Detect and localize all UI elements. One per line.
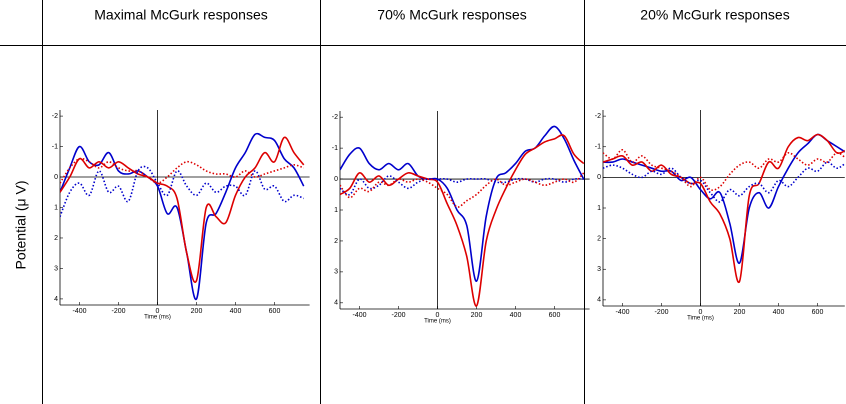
- panel-title: Maximal McGurk responses: [94, 7, 268, 23]
- plot-area: [603, 133, 845, 283]
- x-tick-label: -400: [72, 308, 86, 315]
- x-tick-label: 600: [549, 312, 561, 319]
- series-line: [60, 165, 305, 217]
- y-tick-label: 0: [334, 176, 338, 183]
- y-tick-label: -2: [595, 113, 601, 120]
- y-tick-label: 2: [54, 235, 58, 242]
- series-line: [60, 157, 305, 184]
- y-tick-label: 4: [597, 297, 601, 304]
- series-line: [340, 125, 585, 282]
- y-tick-label: 3: [597, 266, 601, 273]
- series-line: [603, 161, 845, 203]
- plot-area: [60, 132, 305, 300]
- series-line: [340, 172, 585, 208]
- x-tick-label: 200: [471, 312, 483, 319]
- y-tick-label: 4: [54, 296, 58, 303]
- x-tick-label: 400: [230, 308, 242, 315]
- x-axis-label: Time (ms): [144, 315, 171, 321]
- x-tick-label: -200: [111, 308, 125, 315]
- x-tick-label: -200: [391, 312, 405, 319]
- x-tick-label: 600: [269, 308, 281, 315]
- y-tick-label: 2: [334, 238, 338, 245]
- x-tick-label: 200: [734, 309, 746, 316]
- series-line: [603, 133, 845, 283]
- x-tick-label: 400: [773, 309, 785, 316]
- panel-title: 20% McGurk responses: [640, 7, 789, 23]
- y-tick-label: 2: [597, 235, 601, 242]
- series-line: [340, 134, 585, 307]
- y-tick-label: 4: [334, 300, 338, 307]
- x-axis-label: Time (ms): [424, 319, 451, 325]
- x-axis-label: Time (ms): [687, 316, 714, 322]
- y-tick-label: -2: [52, 113, 58, 120]
- x-tick-label: 0: [436, 312, 440, 319]
- y-tick-label: 1: [597, 205, 601, 212]
- y-tick-label: -2: [332, 114, 338, 121]
- x-tick-label: 0: [156, 308, 160, 315]
- y-tick-label: 1: [54, 204, 58, 211]
- y-tick-label: 3: [334, 269, 338, 276]
- row-label: Potential (μ V): [13, 181, 29, 270]
- x-tick-label: 400: [510, 312, 522, 319]
- plot-area: [340, 125, 585, 307]
- x-tick-label: -200: [654, 309, 668, 316]
- series-line: [603, 133, 845, 264]
- x-tick-label: 600: [812, 309, 824, 316]
- x-tick-label: 200: [191, 308, 203, 315]
- series-line: [340, 175, 584, 196]
- x-tick-label: 0: [699, 309, 703, 316]
- y-tick-label: 0: [597, 174, 601, 181]
- panel-title: 70% McGurk responses: [377, 7, 526, 23]
- x-tick-label: -400: [615, 309, 629, 316]
- y-tick-label: -1: [52, 143, 58, 150]
- y-tick-label: -1: [595, 144, 601, 151]
- x-tick-label: -400: [352, 312, 366, 319]
- y-tick-label: 3: [54, 265, 58, 272]
- y-tick-label: 1: [334, 207, 338, 214]
- series-line: [60, 132, 305, 300]
- series-line: [603, 149, 845, 191]
- y-tick-label: 0: [54, 174, 58, 181]
- series-line: [60, 136, 305, 283]
- y-tick-label: -1: [332, 145, 338, 152]
